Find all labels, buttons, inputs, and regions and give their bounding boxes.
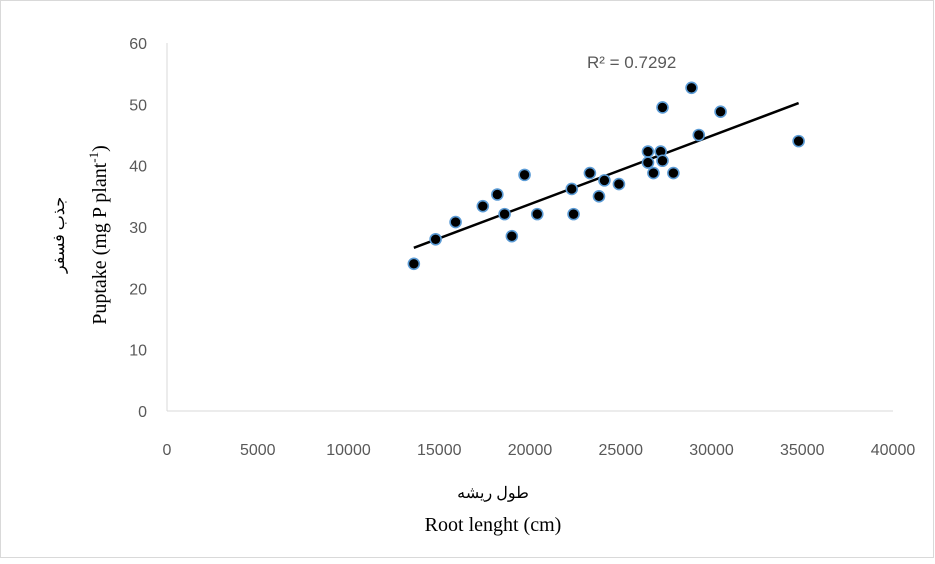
tick-labels: 0 5000 10000 15000 20000 25000 30000 35000 40000… (129, 36, 915, 459)
y-tick-label: 20 (129, 281, 147, 298)
data-point (647, 166, 660, 180)
data-point (656, 101, 669, 114)
x-tick-label: 5000 (240, 442, 276, 459)
x-tick-label: 20000 (508, 442, 553, 459)
data-points (407, 81, 805, 271)
data-point (598, 174, 611, 187)
y-axis-label-sup: -1 (86, 152, 101, 163)
y-axis-label-close: ) (89, 145, 111, 152)
x-tick-label: 15000 (417, 442, 462, 459)
x-tick-label: 25000 (599, 442, 644, 459)
x-tick-label: 40000 (871, 442, 916, 459)
data-point (641, 145, 655, 158)
x-tick-label: 10000 (326, 442, 371, 459)
data-point (592, 190, 606, 203)
data-point (612, 177, 626, 191)
data-point (491, 188, 504, 201)
r-squared-label: R² = 0.7292 (587, 53, 676, 72)
data-point (530, 207, 544, 221)
data-point (667, 166, 680, 180)
data-point (565, 182, 579, 196)
data-point (567, 207, 580, 221)
axes (166, 43, 893, 412)
x-tick-label: 30000 (689, 442, 734, 459)
data-point (407, 257, 421, 271)
data-point (641, 156, 655, 169)
data-point (505, 229, 519, 243)
y-tick-label: 50 (129, 97, 147, 114)
x-tick-label: 0 (163, 442, 172, 459)
y-axis-label: Puptake (mg P plant-1) (86, 145, 111, 325)
data-point (498, 207, 511, 221)
y-axis-label-main: Puptake (mg P plant (89, 162, 111, 324)
data-point (429, 232, 442, 246)
data-point (476, 199, 490, 213)
data-point (583, 166, 597, 180)
data-point (714, 105, 727, 118)
data-point (449, 215, 462, 229)
x-tick-label: 35000 (780, 442, 825, 459)
data-point (656, 154, 669, 168)
data-point (692, 128, 706, 142)
y-tick-label: 0 (138, 404, 147, 421)
data-point (792, 134, 805, 148)
y-tick-label: 40 (129, 159, 147, 176)
y-tick-label: 60 (129, 36, 147, 53)
y-tick-label: 30 (129, 220, 147, 237)
data-point (518, 168, 531, 182)
y-axis-label-fa: جذب فسفر (51, 197, 68, 274)
y-tick-label: 10 (129, 343, 147, 360)
x-axis-label: Root lenght (cm) (425, 514, 562, 536)
data-point (685, 81, 698, 95)
x-axis-label-fa: طول ریشه (457, 485, 529, 502)
